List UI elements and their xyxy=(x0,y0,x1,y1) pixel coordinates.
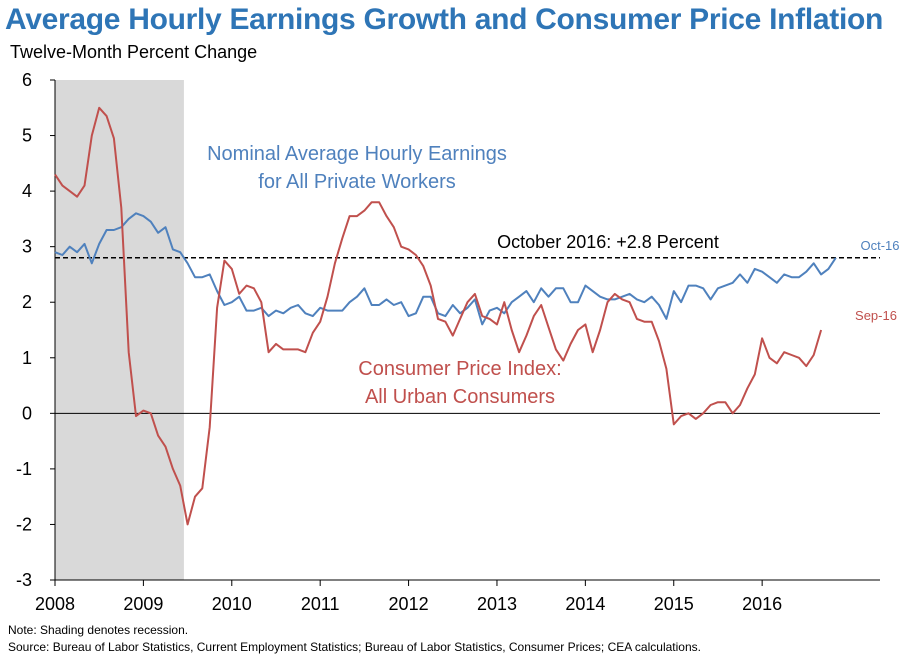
y-tick-label: -2 xyxy=(16,514,32,534)
y-tick-label: 6 xyxy=(22,70,32,90)
y-tick-label: 3 xyxy=(22,237,32,257)
cpi-end-label: Sep-16 xyxy=(855,308,897,323)
cpi-series-line xyxy=(54,106,823,526)
y-tick-label: 2 xyxy=(22,292,32,312)
y-tick-label: -3 xyxy=(16,570,32,590)
y-axis-title: Twelve-Month Percent Change xyxy=(10,42,258,62)
x-tick-label: 2016 xyxy=(742,594,782,614)
x-tick-label: 2009 xyxy=(123,594,163,614)
earnings-end-label: Oct-16 xyxy=(860,238,899,253)
footnote-note: Note: Shading denotes recession. xyxy=(8,623,189,637)
earnings-series-line xyxy=(54,212,837,326)
recession-shading xyxy=(55,80,184,580)
y-tick-label: 5 xyxy=(22,126,32,146)
y-tick-label: -1 xyxy=(16,459,32,479)
x-tick-label: 2011 xyxy=(301,594,340,614)
x-tick-label: 2012 xyxy=(389,594,429,614)
x-tick-label: 2008 xyxy=(35,594,75,614)
chart-title: Average Hourly Earnings Growth and Consu… xyxy=(5,3,884,36)
cpi-series-label: All Urban Consumers xyxy=(365,386,555,408)
footnote-source: Source: Bureau of Labor Statistics, Curr… xyxy=(8,640,701,654)
y-tick-label: 4 xyxy=(22,181,32,201)
x-tick-label: 2013 xyxy=(477,594,517,614)
y-tick-label: 1 xyxy=(22,348,32,368)
earnings-series-label: Nominal Average Hourly Earnings xyxy=(207,143,507,165)
x-tick-label: 2010 xyxy=(212,594,252,614)
y-tick-label: 0 xyxy=(22,403,32,423)
earnings-series-label: for All Private Workers xyxy=(258,171,455,193)
x-tick-label: 2015 xyxy=(654,594,694,614)
reference-line-label: October 2016: +2.8 Percent xyxy=(497,232,719,252)
cpi-series-label: Consumer Price Index: xyxy=(358,358,561,380)
x-tick-label: 2014 xyxy=(565,594,605,614)
